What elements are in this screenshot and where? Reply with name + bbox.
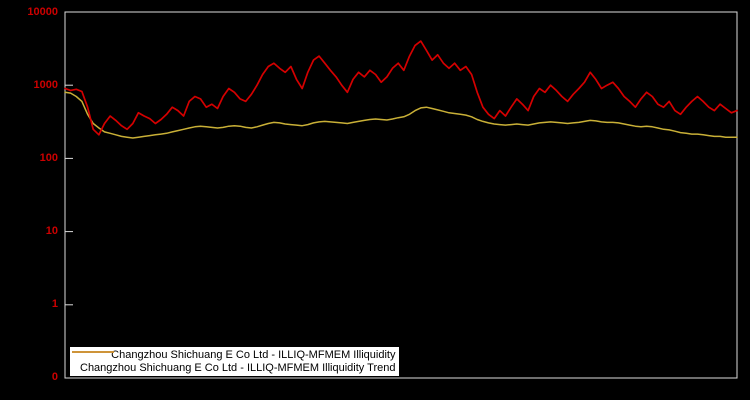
y-tick-label: 1000 <box>33 79 58 91</box>
legend: Changzhou Shichuang E Co Ltd - ILLIQ-MFM… <box>70 347 400 376</box>
plot-border <box>64 11 738 379</box>
legend-label-illiquidity: Changzhou Shichuang E Co Ltd - ILLIQ-MFM… <box>111 348 396 361</box>
y-tick-label: 10 <box>45 225 58 237</box>
legend-item-illiquidity: Changzhou Shichuang E Co Ltd - ILLIQ-MFM… <box>72 348 396 361</box>
legend-item-illiquidity-trend: Changzhou Shichuang E Co Ltd - ILLIQ-MFM… <box>72 351 396 374</box>
legend-line-sample-yellow <box>72 351 114 353</box>
illiquidity-trend-line <box>64 91 738 139</box>
y-tick-label: 10000 <box>27 6 58 18</box>
legend-label-illiquidity-trend: Changzhou Shichuang E Co Ltd - ILLIQ-MFM… <box>80 361 396 374</box>
y-tick-label: 100 <box>39 152 58 164</box>
y-tick-label: 1 <box>51 298 58 310</box>
y-tick-label: 0 <box>51 371 58 383</box>
illiquidity-line <box>64 40 738 136</box>
y-axis-ticks <box>65 11 73 379</box>
